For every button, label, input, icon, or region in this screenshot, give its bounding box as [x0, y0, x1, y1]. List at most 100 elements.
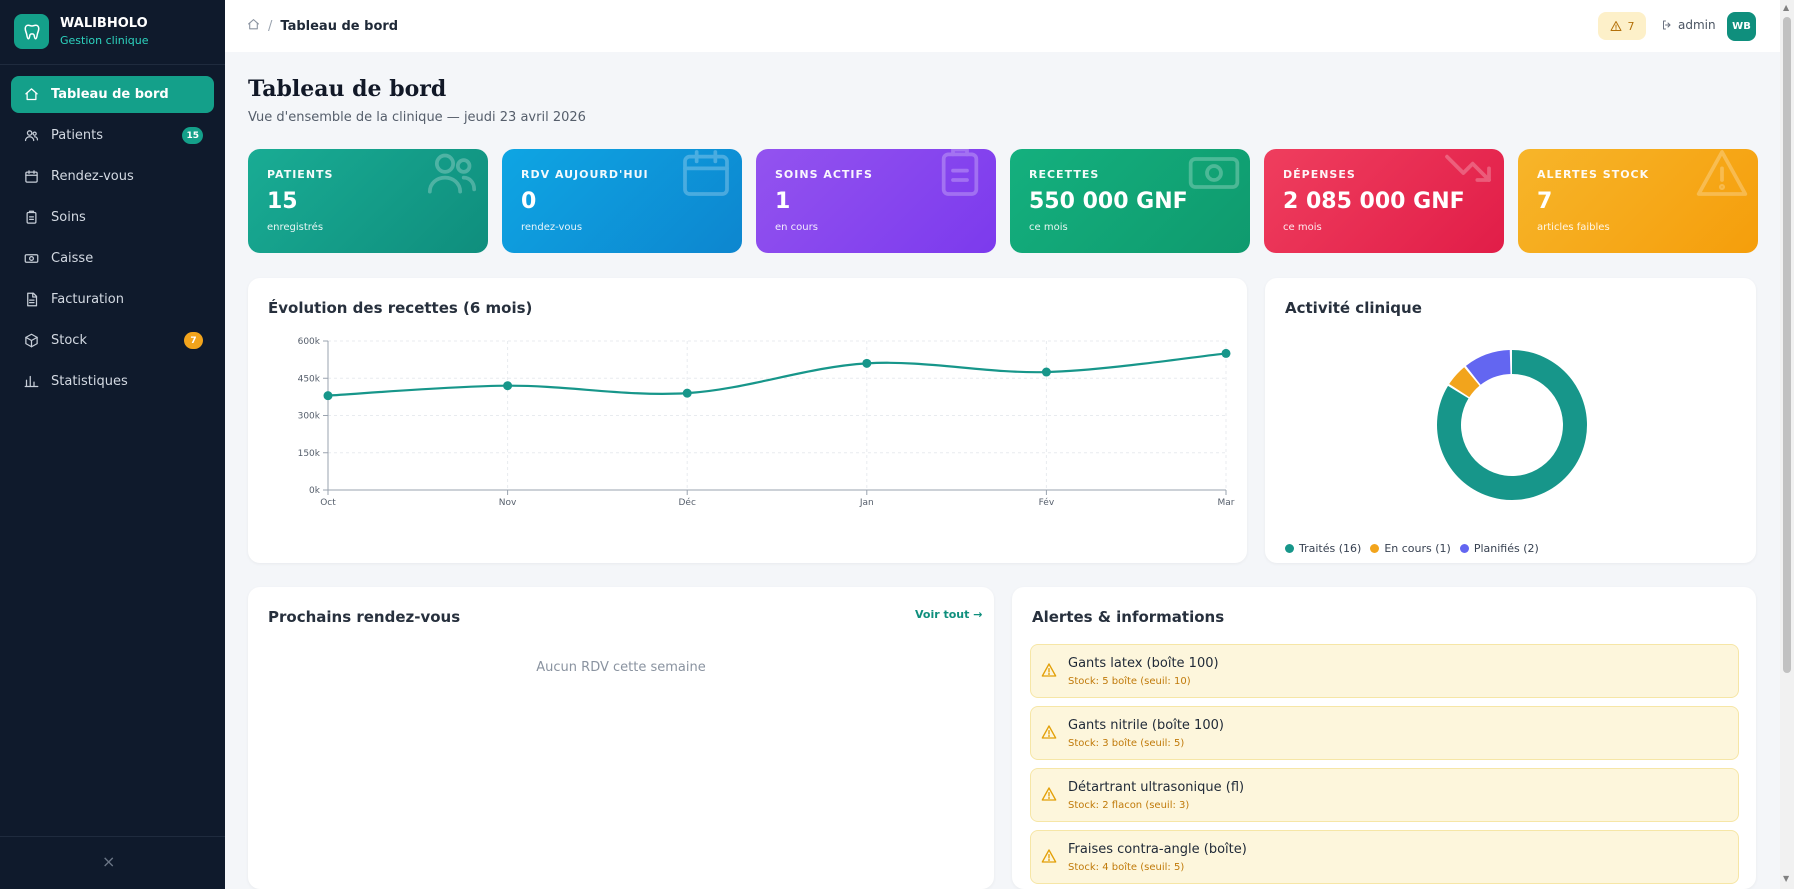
- breadcrumb-current: Tableau de bord: [280, 19, 399, 34]
- legend-item[interactable]: Planifiés (2): [1459, 542, 1539, 555]
- calendar-icon: [23, 169, 39, 185]
- sidebar-divider: [0, 836, 225, 837]
- alert-item[interactable]: Fraises contra-angle (boîte) Stock: 4 boî…: [1030, 830, 1739, 884]
- users-icon: [23, 128, 39, 144]
- sidebar-badge: 7: [184, 332, 203, 349]
- stat-value: 15: [267, 189, 298, 214]
- donut-slice[interactable]: [1449, 367, 1480, 398]
- home-icon: [23, 87, 39, 103]
- legend-label: En cours (1): [1384, 542, 1451, 555]
- box-icon: [23, 333, 39, 349]
- x-tick-label: Oct: [320, 498, 336, 508]
- sidebar-item-label: Patients: [51, 128, 104, 143]
- scrollbar-thumb[interactable]: [1783, 17, 1791, 673]
- sidebar-item-users[interactable]: Patients 15: [11, 117, 214, 154]
- alert-item[interactable]: Gants latex (boîte 100) Stock: 5 boîte (s…: [1030, 644, 1739, 698]
- sidebar-item-label: Statistiques: [51, 374, 128, 389]
- sidebar-item-label: Stock: [51, 333, 87, 348]
- collapse-sidebar-button[interactable]: ×: [102, 852, 116, 871]
- stat-card[interactable]: RDV AUJOURD'HUI 0 rendez-vous: [502, 149, 742, 253]
- stat-card[interactable]: SOINS ACTIFS 1 en cours: [756, 149, 996, 253]
- clipboard-icon: [23, 210, 39, 226]
- stat-card[interactable]: RECETTES 550 000 GNF ce mois: [1010, 149, 1250, 253]
- warning-icon: [1041, 662, 1057, 682]
- cash-icon: [23, 251, 39, 267]
- x-tick-label: Nov: [499, 498, 517, 508]
- stat-subtitle: ce mois: [1283, 222, 1322, 233]
- alert-detail: Stock: 2 flacon (seuil: 3): [1068, 800, 1190, 811]
- scroll-up-arrow-icon[interactable]: ▲: [1783, 3, 1790, 12]
- bar-chart-icon: [23, 374, 39, 390]
- breadcrumb-separator: /: [268, 19, 273, 34]
- donut-slice[interactable]: [1437, 350, 1587, 500]
- alert-item[interactable]: Gants nitrile (boîte 100) Stock: 3 boîte …: [1030, 706, 1739, 760]
- sidebar-item-label: Soins: [51, 210, 86, 225]
- y-tick-label: 300k: [298, 412, 321, 422]
- view-all-link[interactable]: Voir tout →: [915, 608, 983, 621]
- warning-icon: [1041, 724, 1057, 744]
- alert-detail: Stock: 4 boîte (seuil: 5): [1068, 862, 1185, 873]
- stat-subtitle: en cours: [775, 222, 818, 233]
- stat-subtitle: ce mois: [1029, 222, 1068, 233]
- data-point: [682, 388, 692, 398]
- alert-detail: Stock: 5 boîte (seuil: 10): [1068, 676, 1191, 687]
- stat-subtitle: rendez-vous: [521, 222, 583, 233]
- donut-slice[interactable]: [1465, 350, 1511, 385]
- sidebar-item-cash[interactable]: Caisse: [11, 240, 214, 277]
- avatar[interactable]: WB: [1727, 12, 1756, 41]
- y-tick-label: 450k: [298, 374, 321, 384]
- scrollbar[interactable]: ▲ ▼: [1780, 0, 1794, 889]
- legend-item[interactable]: En cours (1): [1370, 542, 1451, 555]
- activity-chart-title: Activité clinique: [1285, 299, 1422, 317]
- stat-label: RDV AUJOURD'HUI: [521, 168, 649, 181]
- logout-button[interactable]: admin: [1661, 18, 1716, 32]
- alerts-count: 7: [1627, 19, 1635, 33]
- users-icon: [424, 149, 480, 205]
- warning-icon: [1694, 149, 1750, 205]
- sidebar-item-bar-chart[interactable]: Statistiques: [11, 363, 214, 400]
- stat-card[interactable]: ALERTES STOCK 7 articles faibles: [1518, 149, 1758, 253]
- sidebar-badge: 15: [182, 127, 203, 144]
- appointments-title: Prochains rendez-vous: [268, 608, 461, 626]
- stat-label: SOINS ACTIFS: [775, 168, 873, 181]
- brand-name: WALIBHOLO: [60, 16, 148, 31]
- stat-value: 7: [1537, 189, 1553, 214]
- legend-swatch: [1285, 544, 1294, 553]
- stat-value: 2 085 000 GNF: [1283, 189, 1465, 214]
- scroll-down-arrow-icon[interactable]: ▼: [1783, 874, 1790, 883]
- revenue-chart-title: Évolution des recettes (6 mois): [268, 299, 533, 317]
- sidebar-item-clipboard[interactable]: Soins: [11, 199, 214, 236]
- alert-title: Détartrant ultrasonique (fl): [1068, 780, 1245, 795]
- sidebar-item-home[interactable]: Tableau de bord: [11, 76, 214, 113]
- sidebar-item-label: Rendez-vous: [51, 169, 134, 184]
- topbar: / Tableau de bord 7 admin WB: [225, 0, 1780, 52]
- legend-label: Traités (16): [1299, 542, 1362, 555]
- data-point: [862, 358, 872, 368]
- brand[interactable]: WALIBHOLO Gestion clinique: [14, 14, 149, 49]
- sidebar-divider: [0, 64, 225, 65]
- brand-subtitle: Gestion clinique: [60, 34, 149, 47]
- stat-subtitle: enregistrés: [267, 222, 324, 233]
- sidebar: WALIBHOLO Gestion clinique Tableau de bo…: [0, 0, 225, 889]
- data-point: [323, 391, 333, 401]
- data-point: [503, 381, 513, 391]
- alerts-button[interactable]: 7: [1598, 12, 1646, 40]
- tooth-logo-icon: [14, 14, 49, 49]
- calendar-icon: [678, 149, 734, 205]
- warning-icon: [1041, 848, 1057, 868]
- legend-label: Planifiés (2): [1473, 542, 1539, 555]
- warning-icon: [1041, 786, 1057, 806]
- sidebar-item-calendar[interactable]: Rendez-vous: [11, 158, 214, 195]
- sidebar-nav: Tableau de bord Patients 15 Rendez-vous Soin…: [11, 76, 214, 404]
- home-icon[interactable]: [247, 18, 260, 35]
- alert-item[interactable]: Détartrant ultrasonique (fl) Stock: 2 fla…: [1030, 768, 1739, 822]
- sidebar-item-box[interactable]: Stock 7: [11, 322, 214, 359]
- stat-label: PATIENTS: [267, 168, 334, 181]
- legend-item[interactable]: Traités (16): [1285, 542, 1361, 555]
- sidebar-item-file[interactable]: Facturation: [11, 281, 214, 318]
- file-icon: [23, 292, 39, 308]
- x-tick-label: Mar: [1218, 498, 1235, 508]
- stat-card[interactable]: DÉPENSES 2 085 000 GNF ce mois: [1264, 149, 1504, 253]
- stat-card[interactable]: PATIENTS 15 enregistrés: [248, 149, 488, 253]
- empty-state-text: Aucun RDV cette semaine: [536, 660, 706, 675]
